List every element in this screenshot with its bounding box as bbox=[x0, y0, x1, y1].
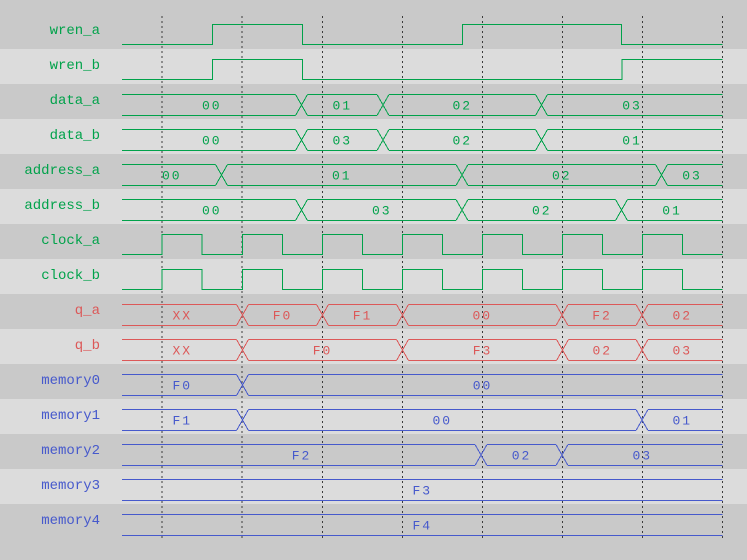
bus-value: 00 bbox=[202, 99, 222, 114]
bus-value: 02 bbox=[532, 204, 552, 219]
bus-wave bbox=[122, 374, 723, 396]
bus-value: 03 bbox=[682, 169, 702, 184]
waveform-data_a: 00 01 02 03 bbox=[122, 94, 723, 116]
signal-label-q_b[interactable]: q_b bbox=[74, 338, 100, 354]
bus-value: 03 bbox=[632, 449, 652, 464]
bus-value: 00 bbox=[473, 379, 493, 394]
signal-label-memory0[interactable]: memory0 bbox=[41, 373, 100, 389]
bus-wave bbox=[122, 164, 723, 186]
bus-value: 03 bbox=[372, 204, 392, 219]
signal-label-q_a[interactable]: q_a bbox=[74, 303, 100, 319]
signal-row-memory3: memory3 bbox=[0, 469, 747, 504]
bit-wave bbox=[122, 24, 723, 45]
bit-wave bbox=[122, 234, 723, 255]
signal-label-memory2[interactable]: memory2 bbox=[41, 443, 100, 459]
signal-row-memory2: memory2 bbox=[0, 434, 747, 469]
waveform-memory3: F3 bbox=[122, 479, 723, 501]
bus-value: F4 bbox=[412, 519, 432, 534]
signal-label-address_b[interactable]: address_b bbox=[24, 198, 100, 214]
bus-value: 01 bbox=[672, 414, 692, 429]
bus-value: 00 bbox=[202, 134, 222, 149]
signal-row-memory4: memory4 bbox=[0, 504, 747, 539]
signal-row-memory0: memory0 bbox=[0, 364, 747, 399]
bus-value: F1 bbox=[172, 414, 192, 429]
waveform-data_b: 00 03 02 01 bbox=[122, 129, 723, 151]
bus-value: 00 bbox=[432, 414, 452, 429]
bus-value: 00 bbox=[162, 169, 182, 184]
signal-label-address_a[interactable]: address_a bbox=[24, 163, 100, 179]
signal-row-data_a: data_a bbox=[0, 84, 747, 119]
bus-value: 01 bbox=[332, 169, 352, 184]
bus-wave bbox=[122, 479, 723, 501]
waveform-memory2: F2 02 03 bbox=[122, 444, 723, 466]
waveform-wren_b bbox=[122, 59, 723, 80]
waveform-memory1: F1 00 01 bbox=[122, 409, 723, 431]
bus-value: F0 bbox=[313, 344, 333, 359]
bus-value: XX bbox=[172, 309, 192, 324]
signal-label-data_b[interactable]: data_b bbox=[49, 128, 100, 144]
waveform-address_b: 00 03 02 01 bbox=[122, 199, 723, 221]
bus-value: 01 bbox=[622, 134, 642, 149]
bus-wave bbox=[122, 129, 723, 151]
signal-label-data_a[interactable]: data_a bbox=[49, 93, 100, 109]
signal-label-memory4[interactable]: memory4 bbox=[41, 513, 100, 529]
bus-wave bbox=[122, 304, 723, 326]
bus-value: 03 bbox=[332, 134, 352, 149]
bus-wave bbox=[122, 444, 723, 466]
bus-value: 03 bbox=[622, 99, 642, 114]
waveform-memory4: F4 bbox=[122, 514, 723, 536]
signal-label-wren_b[interactable]: wren_b bbox=[49, 58, 100, 74]
bus-value: 02 bbox=[552, 169, 572, 184]
bus-value: 02 bbox=[512, 449, 532, 464]
bit-wave bbox=[122, 269, 723, 290]
signal-row-memory1: memory1 bbox=[0, 399, 747, 434]
bus-value: XX bbox=[172, 344, 192, 359]
bus-value: 02 bbox=[592, 344, 612, 359]
bus-value: F0 bbox=[172, 379, 192, 394]
signal-label-memory3[interactable]: memory3 bbox=[41, 478, 100, 494]
signal-row-address_b: address_b bbox=[0, 189, 747, 224]
bus-value: F3 bbox=[412, 484, 432, 499]
bus-value: 02 bbox=[452, 134, 472, 149]
waveform-clock_a bbox=[122, 234, 723, 255]
waveform-q_b: XX F0 F3 02 03 bbox=[122, 339, 723, 361]
signal-row-data_b: data_b bbox=[0, 119, 747, 154]
waveform-wren_a bbox=[122, 24, 723, 45]
signal-row-clock_a: clock_a bbox=[0, 224, 747, 259]
bus-value: 00 bbox=[202, 204, 222, 219]
bus-wave bbox=[122, 514, 723, 536]
signal-row-q_b: q_b bbox=[0, 329, 747, 364]
bus-value: 02 bbox=[672, 309, 692, 324]
bus-value: F1 bbox=[353, 309, 373, 324]
waveform-address_a: 00 01 02 03 bbox=[122, 164, 723, 186]
bus-value: 02 bbox=[452, 99, 472, 114]
signal-label-wren_a[interactable]: wren_a bbox=[49, 23, 100, 39]
bus-value: 00 bbox=[472, 309, 492, 324]
bus-value: 01 bbox=[662, 204, 682, 219]
signal-row-wren_a: wren_a bbox=[0, 14, 747, 49]
bus-value: 03 bbox=[672, 344, 692, 359]
bus-wave bbox=[122, 199, 723, 221]
bus-value: F2 bbox=[292, 449, 312, 464]
signal-row-q_a: q_a bbox=[0, 294, 747, 329]
bus-value: 01 bbox=[332, 99, 352, 114]
waveform-clock_b bbox=[122, 269, 723, 290]
bus-wave bbox=[122, 409, 723, 431]
bus-wave bbox=[122, 94, 723, 116]
signal-label-memory1[interactable]: memory1 bbox=[41, 408, 100, 424]
bus-value: F0 bbox=[273, 309, 293, 324]
bus-value: F3 bbox=[473, 344, 493, 359]
signal-label-clock_a[interactable]: clock_a bbox=[41, 233, 100, 249]
bit-wave bbox=[122, 59, 723, 80]
signal-label-clock_b[interactable]: clock_b bbox=[41, 268, 100, 284]
signal-row-clock_b: clock_b bbox=[0, 259, 747, 294]
waveform-q_a: XX F0 F1 00 F2 02 bbox=[122, 304, 723, 326]
bus-wave bbox=[122, 339, 723, 361]
signal-row-address_a: address_a bbox=[0, 154, 747, 189]
bus-value: F2 bbox=[592, 309, 612, 324]
waveform-memory0: F0 00 bbox=[122, 374, 723, 396]
